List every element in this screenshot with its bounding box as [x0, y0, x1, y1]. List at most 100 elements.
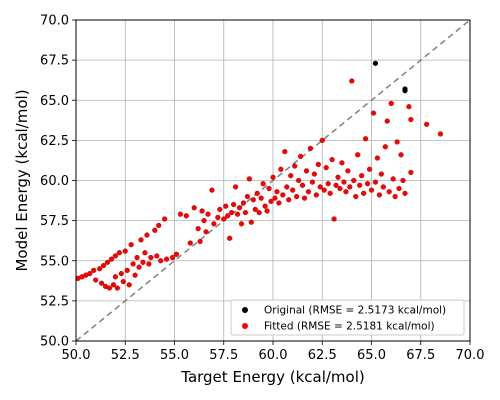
fitted-point: [158, 258, 164, 264]
fitted-point: [240, 200, 247, 206]
fitted-point: [288, 173, 294, 179]
fitted-point: [311, 171, 317, 177]
fitted-point: [376, 192, 382, 198]
fitted-point: [327, 190, 333, 196]
fitted-point: [402, 190, 408, 196]
identity-reference-line: [75, 19, 471, 342]
fitted-point: [108, 256, 115, 262]
legend: Original (RMSE = 2.5173 kcal/mol) Fitted…: [230, 299, 465, 336]
fitted-point: [370, 110, 377, 116]
fitted-point: [378, 171, 384, 177]
fitted-point: [357, 182, 363, 188]
fitted-point: [380, 184, 386, 190]
fitted-point: [244, 193, 250, 200]
fitted-point: [317, 184, 323, 190]
fitted-point: [91, 267, 97, 273]
fitted-point: [201, 218, 207, 224]
legend-label-original: Original (RMSE = 2.5173 kcal/mol): [264, 305, 446, 317]
fitted-point: [104, 259, 111, 265]
fitted-point: [343, 189, 349, 195]
fitted-point: [337, 185, 343, 192]
fitted-point: [191, 205, 197, 211]
fitted-point: [173, 251, 180, 257]
fitted-point: [282, 149, 288, 155]
fitted-point: [388, 100, 394, 107]
fitted-point: [264, 208, 270, 214]
fitted-point: [217, 206, 223, 212]
fitted-point: [148, 254, 154, 261]
fitted-point: [156, 222, 162, 229]
fitted-point: [236, 205, 243, 211]
fitted-point: [120, 279, 126, 285]
fitted-point: [309, 179, 316, 185]
fitted-point: [424, 121, 430, 127]
x-tick-label: 60.0: [259, 348, 288, 363]
fitted-point: [296, 177, 302, 184]
fitted-point: [266, 185, 272, 192]
fitted-point: [132, 272, 138, 278]
fitted-point: [256, 210, 262, 216]
y-tick-label: 52.5: [40, 294, 69, 309]
fitted-point: [286, 197, 292, 203]
fitted-point: [116, 250, 122, 256]
fitted-point: [280, 192, 286, 198]
fitted-point: [408, 116, 414, 123]
x-tick-label: 50.0: [62, 348, 91, 363]
fitted-point: [106, 285, 113, 291]
fitted-point: [390, 176, 396, 182]
fitted-point: [398, 152, 404, 158]
fitted-point: [112, 253, 119, 259]
fitted-point: [234, 211, 241, 217]
fitted-point: [134, 254, 140, 261]
fitted-point: [366, 166, 373, 172]
fitted-point: [270, 174, 276, 180]
fitted-point: [325, 181, 331, 187]
fitted-point: [359, 173, 365, 179]
fitted-point: [347, 184, 353, 190]
y-tick-label: 60.0: [40, 174, 69, 189]
fitted-point: [319, 137, 325, 143]
fitted-point: [152, 227, 158, 233]
y-tick-label: 62.5: [40, 134, 69, 149]
fitted-point: [215, 214, 221, 221]
fitted-point: [272, 195, 278, 201]
y-tick-label: 55.0: [40, 254, 69, 269]
fitted-point: [384, 118, 390, 124]
fitted-point: [225, 213, 231, 219]
fitted-point: [262, 203, 268, 209]
fitted-point: [146, 261, 152, 267]
fitted-point: [231, 201, 237, 208]
fitted-point: [437, 131, 444, 137]
fitted-point: [183, 213, 189, 219]
fitted-point: [406, 104, 412, 110]
fitted-point: [110, 282, 117, 288]
x-tick-label: 67.5: [406, 348, 435, 363]
y-tick-label: 50.0: [40, 335, 69, 350]
x-tick-label: 65.0: [357, 348, 386, 363]
fitted-point: [209, 187, 215, 193]
fitted-point: [130, 261, 136, 267]
x-axis-ticks: 50.0 52.5 55.0 57.5 60.0 62.5 65.0 67.5 70.0: [62, 341, 484, 363]
fitted-point: [122, 248, 128, 254]
fitted-point: [335, 174, 341, 180]
fitted-point: [99, 280, 105, 286]
fitted-point: [118, 270, 124, 277]
fitted-point: [341, 179, 347, 185]
fitted-point: [154, 253, 160, 259]
fitted-point: [187, 240, 193, 246]
fitted-point: [258, 195, 264, 201]
legend-label-fitted: Fitted (RMSE = 2.5181 kcal/mol): [264, 321, 435, 333]
x-tick-label: 62.5: [308, 348, 337, 363]
fitted-point: [114, 285, 120, 291]
fitted-point: [361, 190, 367, 196]
fitted-point: [372, 179, 379, 185]
fitted-point: [292, 163, 298, 169]
fitted-point: [362, 136, 369, 142]
fitted-point: [368, 187, 375, 193]
x-axis-title: Target Energy (kcal/mol): [180, 368, 364, 386]
fitted-point: [169, 254, 176, 261]
fitted-point: [290, 187, 296, 193]
fitted-point: [93, 277, 99, 283]
fitted-point: [278, 166, 284, 172]
